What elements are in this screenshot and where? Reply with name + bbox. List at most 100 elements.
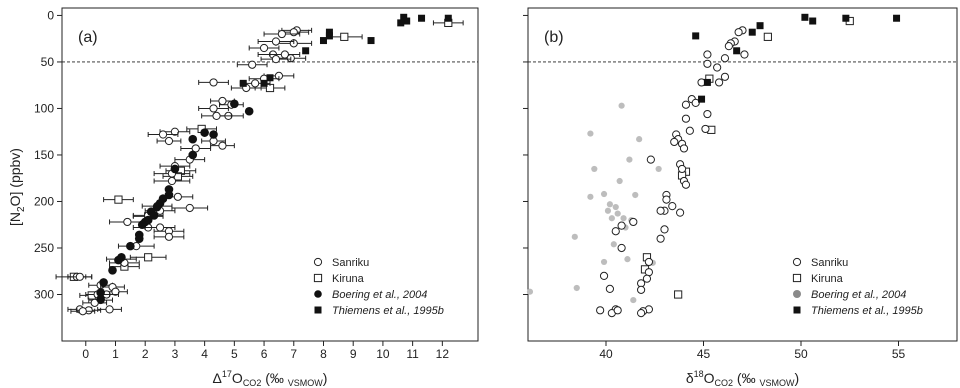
data-point [75, 272, 84, 281]
data-point [155, 223, 165, 232]
data-point [720, 72, 730, 81]
data-point [340, 32, 349, 41]
data-point [616, 177, 623, 185]
data-point [801, 13, 809, 21]
data-point [604, 207, 612, 214]
data-point [400, 13, 408, 21]
data-point [114, 255, 123, 265]
data-point [681, 114, 691, 123]
data-point [611, 227, 620, 236]
data-point [676, 208, 685, 217]
x-tick-label: 55 [892, 347, 906, 361]
data-point [209, 104, 218, 113]
panel-a: 0 1 2 3 4 5 6 7 8 9 10 11 12050100150200250300(a)Δ17… [34, 7, 479, 388]
data-point [637, 285, 646, 294]
legend-label: Kiruna [811, 273, 844, 285]
data-point [656, 234, 665, 243]
data-point [239, 79, 247, 87]
legend-marker [313, 273, 323, 283]
data-point [152, 202, 162, 212]
x-axis-label: Δ17OCO2 (‰ VSMOW) [213, 369, 328, 388]
y-tick-label: 250 [34, 241, 54, 255]
data-point [614, 210, 621, 217]
data-point [149, 211, 159, 220]
data-point [90, 298, 99, 307]
data-point [289, 28, 298, 37]
data-point [367, 37, 375, 45]
data-point [713, 63, 722, 72]
legend-label: Sanriku [811, 257, 848, 269]
series-thiemens-et-al-1995b [239, 13, 452, 87]
data-point [608, 215, 615, 222]
data-point [701, 124, 710, 134]
data-point [612, 203, 619, 211]
data-point [170, 164, 180, 174]
data-point [111, 287, 120, 296]
data-point [200, 128, 209, 137]
series-thiemens-et-al-1995b [692, 13, 901, 103]
data-point [698, 95, 706, 103]
data-point [620, 215, 627, 222]
data-point [685, 126, 694, 135]
data-point [230, 99, 239, 109]
x-tick-label: 50 [794, 347, 808, 361]
data-point [644, 257, 654, 267]
legend-label: Boering et al., 2004 [332, 289, 427, 301]
data-point [587, 130, 594, 137]
data-point [629, 217, 638, 227]
data-point [626, 156, 633, 163]
series-sanriku [596, 26, 749, 318]
legend: Sanriku Kiruna Boering et al., 2004 Thiemen… [313, 257, 444, 317]
data-point [108, 266, 117, 275]
data-point [809, 17, 817, 25]
data-point [105, 305, 114, 314]
data-point [218, 141, 227, 150]
legend-marker [793, 306, 801, 314]
data-point [123, 217, 132, 227]
data-point [444, 14, 452, 22]
data-point [679, 144, 689, 153]
data-point [99, 278, 108, 287]
data-point [610, 241, 617, 248]
data-point [164, 232, 174, 241]
legend: Sanriku Kiruna Boering et al., 2004 Thiemen… [792, 257, 923, 317]
y-tick-label: 300 [34, 287, 54, 301]
plot-frame [527, 7, 958, 342]
x-tick-label: 10 [376, 347, 390, 361]
legend-marker [792, 257, 802, 267]
data-point [209, 78, 218, 87]
data-point [617, 221, 626, 230]
data-point [271, 55, 281, 64]
data-point [670, 137, 679, 147]
series-sanriku [67, 26, 313, 316]
data-point [703, 109, 712, 119]
data-point [259, 43, 269, 53]
data-point [740, 50, 749, 59]
legend-label: Thiemens et al., 1995b [332, 305, 444, 317]
data-point [325, 32, 333, 40]
data-point [606, 201, 614, 208]
legend-label: Sanriku [332, 257, 369, 269]
data-point [319, 37, 327, 45]
data-point [662, 195, 671, 204]
data-point [209, 130, 218, 139]
data-point [96, 294, 105, 304]
x-tick-label: 45 [697, 347, 711, 361]
x-tick-label: 4 [201, 347, 208, 361]
data-point [646, 155, 655, 164]
x-tick-label: 9 [350, 347, 357, 361]
legend-marker [792, 273, 802, 283]
x-tick-label: 2 [142, 347, 149, 361]
data-point [618, 102, 625, 109]
x-tick-label: 1 [112, 347, 119, 361]
data-point [260, 79, 268, 87]
data-point [600, 258, 608, 266]
data-point [266, 74, 274, 82]
data-point [397, 19, 405, 27]
data-point [893, 14, 901, 22]
y-axis-label: [N2O] (ppbv) [7, 148, 27, 226]
data-point [677, 164, 687, 174]
data-point [302, 47, 310, 55]
data-point [691, 98, 700, 107]
plot-frame [61, 7, 479, 342]
